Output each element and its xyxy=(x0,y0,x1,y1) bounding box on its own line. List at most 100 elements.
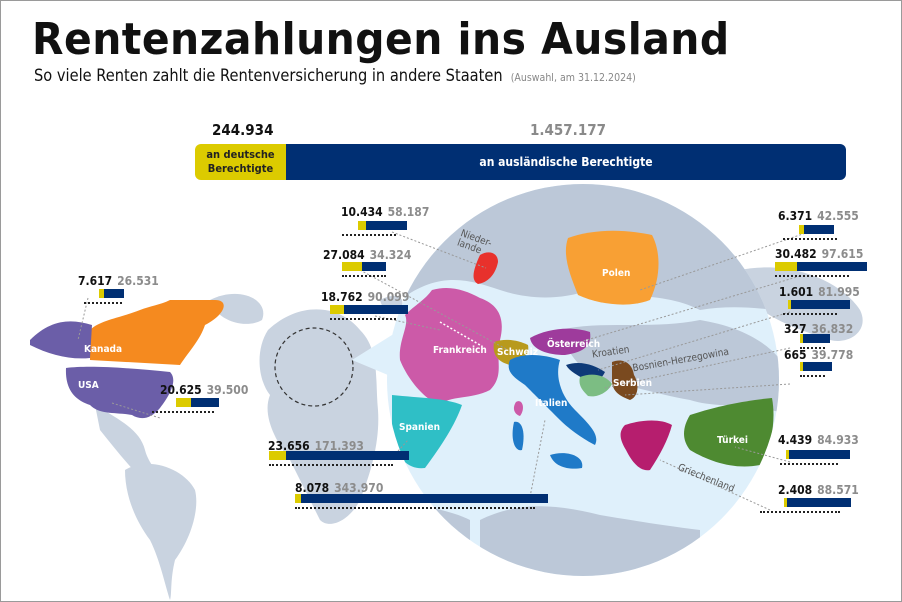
europe-zoom-circle xyxy=(274,327,354,407)
leader-lines xyxy=(77,227,821,511)
value-label-spanien: 23.656 171.393 xyxy=(268,439,364,453)
map-label-serbien: Serbien xyxy=(613,378,653,389)
german-value: 23.656 xyxy=(268,439,310,453)
value-label-usa: 20.625 39.500 xyxy=(160,383,248,397)
value-label-frankreich: 18.762 90.099 xyxy=(321,290,409,304)
german-value: 1.601 xyxy=(779,285,814,299)
value-label-polen: 6.371 42.555 xyxy=(778,209,859,223)
bar-foreign-segment xyxy=(789,450,851,459)
value-label-österreich: 30.482 97.615 xyxy=(775,247,863,261)
value-label-türkei: 4.439 84.933 xyxy=(778,433,859,447)
value-label-italien: 8.078 343.970 xyxy=(295,481,383,495)
bar-german-segment xyxy=(799,225,804,234)
country-bosnien xyxy=(579,374,612,397)
country-italien-sardinien xyxy=(512,421,524,451)
map-label-schweiz: Schweiz xyxy=(497,347,538,358)
german-value: 4.439 xyxy=(778,433,813,447)
dotted-underline xyxy=(84,302,122,304)
stacked-bar-griechenland xyxy=(784,498,851,507)
foreign-value: 84.933 xyxy=(817,433,859,447)
value-label-kroatien: 1.601 81.995 xyxy=(779,285,860,299)
map-label-tuerkei: Türkei xyxy=(717,435,748,446)
foreign-value: 171.393 xyxy=(314,439,364,453)
german-value: 327 xyxy=(784,322,807,336)
country-kanada xyxy=(90,300,224,365)
bar-german-segment xyxy=(176,398,191,407)
german-value: 10.434 xyxy=(341,205,383,219)
stacked-bar-niederlande xyxy=(358,221,408,230)
dotted-underline xyxy=(152,411,214,413)
value-label-schweiz: 27.084 34.324 xyxy=(323,248,411,262)
country-frankreich-korsika xyxy=(513,401,523,416)
bar-german-segment xyxy=(358,221,366,230)
bar-foreign-segment xyxy=(190,398,220,407)
german-value: 20.625 xyxy=(160,383,202,397)
value-label-griechenland: 2.408 88.571 xyxy=(778,483,859,497)
stacked-bar-usa xyxy=(176,398,220,407)
total-bar-foreign-segment: an ausländische Berechtigte xyxy=(286,144,846,180)
bar-foreign-segment xyxy=(300,494,549,503)
subtitle-note: (Auswahl, am 31.12.2024) xyxy=(510,71,636,84)
value-label-bosnien-herzegowina: 327 36.832 xyxy=(784,322,853,336)
foreign-value: 97.615 xyxy=(821,247,864,261)
german-value: 30.482 xyxy=(775,247,817,261)
bar-foreign-segment xyxy=(361,262,387,271)
bar-german-segment xyxy=(775,262,797,271)
total-german-value: 244.934 xyxy=(212,121,274,139)
country-italien xyxy=(508,355,597,445)
german-label-line2: Berechtigte xyxy=(207,162,274,175)
bar-foreign-segment xyxy=(104,289,125,298)
country-italien-sizilien xyxy=(550,453,583,469)
map-label-polen: Polen xyxy=(602,268,631,279)
value-label-niederlande: 10.434 58.187 xyxy=(341,205,429,219)
total-bar-german-segment: an deutsche Berechtigte xyxy=(195,144,286,180)
dotted-underline xyxy=(330,318,396,320)
dotted-underline xyxy=(783,313,837,315)
bar-foreign-segment xyxy=(796,262,868,271)
bar-german-segment xyxy=(342,262,362,271)
page-subtitle: So viele Renten zahlt die Rentenversiche… xyxy=(34,66,636,86)
map-label-italien: Italien xyxy=(535,398,568,409)
map-label-spanien: Spanien xyxy=(399,422,440,433)
dotted-underline xyxy=(800,375,825,377)
bar-foreign-segment xyxy=(365,221,408,230)
total-foreign-value: 1.457.177 xyxy=(530,121,606,139)
map-label-frankreich: Frankreich xyxy=(433,345,487,356)
german-label-line1: an deutsche xyxy=(206,148,275,161)
total-bar: an deutsche Berechtigte an ausländische B… xyxy=(195,144,846,180)
dotted-underline xyxy=(342,234,396,236)
stacked-bar-serbien xyxy=(800,362,832,371)
subtitle-text: So viele Renten zahlt die Rentenversiche… xyxy=(34,66,503,86)
bar-foreign-segment xyxy=(286,451,410,460)
stacked-bar-türkei xyxy=(786,450,851,459)
german-value: 665 xyxy=(784,348,807,362)
german-value: 18.762 xyxy=(321,290,363,304)
dotted-underline xyxy=(269,464,393,466)
bar-foreign-segment xyxy=(803,362,832,371)
foreign-value: 36.832 xyxy=(811,322,854,336)
dotted-underline xyxy=(783,238,837,240)
stacked-bar-polen xyxy=(799,225,835,234)
dotted-underline xyxy=(295,507,535,509)
bar-german-segment xyxy=(99,289,105,298)
dotted-underline xyxy=(800,347,825,349)
foreign-value: 39.778 xyxy=(811,348,854,362)
value-label-serbien: 665 39.778 xyxy=(784,348,853,362)
stacked-bar-italien xyxy=(295,494,549,503)
dotted-underline xyxy=(775,275,849,277)
foreign-value: 88.571 xyxy=(817,483,859,497)
bar-german-segment xyxy=(788,300,791,309)
stacked-bar-frankreich xyxy=(330,305,409,314)
map-label-kanada: Kanada xyxy=(84,344,123,355)
stacked-bar-kroatien xyxy=(788,300,851,309)
country-usa-alaska xyxy=(30,321,92,359)
stacked-bar-schweiz xyxy=(342,262,387,271)
foreign-value: 81.995 xyxy=(818,285,860,299)
dotted-underline xyxy=(342,275,386,277)
foreign-value: 42.555 xyxy=(817,209,859,223)
foreign-value: 58.187 xyxy=(387,205,430,219)
bar-german-segment xyxy=(800,362,803,371)
german-value: 6.371 xyxy=(778,209,813,223)
value-label-kanada: 7.617 26.531 xyxy=(78,274,159,288)
